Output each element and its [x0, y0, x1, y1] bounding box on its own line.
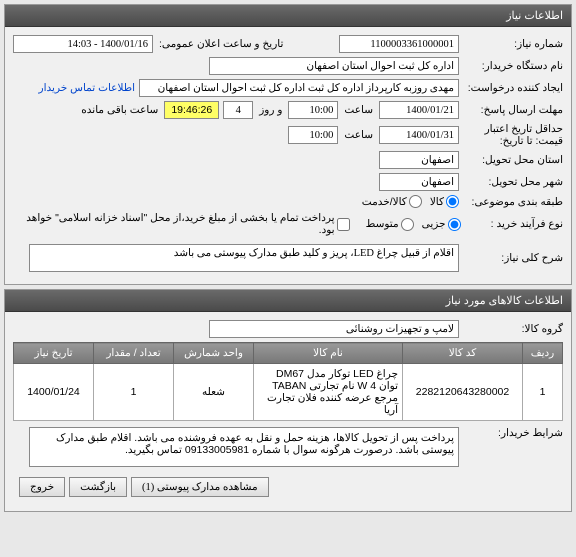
- radio-service[interactable]: کالا/خدمت: [362, 195, 422, 208]
- cell-code: 2282120643280002: [403, 364, 523, 421]
- th-unit: واحد شمارش: [174, 343, 254, 364]
- th-code: کد کالا: [403, 343, 523, 364]
- buyer-contact-link[interactable]: اطلاعات تماس خریدار: [39, 82, 135, 94]
- announce-label: تاریخ و ساعت اعلان عمومی:: [159, 38, 283, 50]
- radio-goods-input[interactable]: [446, 195, 459, 208]
- cell-qty: 1: [94, 364, 174, 421]
- budget-radio-group: کالا کالا/خدمت: [362, 195, 459, 208]
- th-name: نام کالا: [254, 343, 403, 364]
- buyer-terms-field[interactable]: پرداخت پس از تحویل کالاها، هزینه حمل و ن…: [29, 427, 459, 467]
- attachments-button[interactable]: مشاهده مدارک پیوستی (1): [131, 477, 269, 497]
- buttons-row: مشاهده مدارک پیوستی (1) بازگشت خروج: [13, 471, 563, 503]
- goods-group-label: گروه کالا:: [463, 323, 563, 335]
- city-label: شهر محل تحویل:: [463, 176, 563, 188]
- th-date: تاریخ نیاز: [14, 343, 94, 364]
- need-desc-field[interactable]: اقلام از قبیل چراغ LED، پریز و کلید طبق …: [29, 244, 459, 272]
- creator-field[interactable]: [139, 79, 459, 97]
- radio-service-input[interactable]: [409, 195, 422, 208]
- need-number-field[interactable]: [339, 35, 459, 53]
- radio-goods[interactable]: کالا: [430, 195, 459, 208]
- need-number-label: شماره نیاز:: [463, 38, 563, 50]
- info-panel: اطلاعات نیاز شماره نیاز: تاریخ و ساعت اع…: [4, 4, 572, 285]
- buyer-org-label: نام دستگاه خریدار:: [463, 60, 563, 72]
- payment-checkbox[interactable]: پرداخت تمام یا بخشی از مبلغ خرید،از محل …: [13, 212, 350, 236]
- city-field[interactable]: [379, 173, 459, 191]
- time-label-1: ساعت: [344, 104, 373, 116]
- cell-name: چراغ LED توکار مدل DM67 توان W 4 نام تجا…: [254, 364, 403, 421]
- radio-medium[interactable]: متوسط: [366, 218, 414, 231]
- deadline-label: مهلت ارسال پاسخ:: [463, 104, 563, 116]
- need-desc-label: شرح کلی نیاز:: [463, 252, 563, 264]
- credit-date[interactable]: [379, 126, 459, 144]
- time-label-2: ساعت: [344, 129, 373, 141]
- deadline-date[interactable]: [379, 101, 459, 119]
- deadline-time[interactable]: [288, 101, 338, 119]
- day-label: و روز: [259, 104, 282, 116]
- province-field[interactable]: [379, 151, 459, 169]
- buyer-terms-label: شرایط خریدار:: [463, 427, 563, 439]
- cell-num: 1: [523, 364, 563, 421]
- goods-group-field[interactable]: [209, 320, 459, 338]
- form-body: شماره نیاز: تاریخ و ساعت اعلان عمومی: نا…: [5, 27, 571, 284]
- goods-panel: اطلاعات کالاهای مورد نیاز گروه کالا: ردی…: [4, 289, 572, 512]
- th-qty: تعداد / مقدار: [94, 343, 174, 364]
- exit-button[interactable]: خروج: [19, 477, 65, 497]
- panel-header: اطلاعات نیاز: [5, 5, 571, 27]
- process-radio-group: جزیی متوسط: [366, 218, 461, 231]
- goods-body: گروه کالا: ردیف کد کالا نام کالا واحد شم…: [5, 312, 571, 511]
- province-label: استان محل تحویل:: [463, 154, 563, 166]
- goods-table: ردیف کد کالا نام کالا واحد شمارش تعداد /…: [13, 342, 563, 421]
- creator-label: ایجاد کننده درخواست:: [463, 82, 563, 94]
- radio-jari[interactable]: جزیی: [422, 218, 461, 231]
- budget-type-label: طبقه بندی موضوعی:: [463, 196, 563, 208]
- back-button[interactable]: بازگشت: [69, 477, 127, 497]
- cell-date: 1400/01/24: [14, 364, 94, 421]
- buyer-org-field[interactable]: [209, 57, 459, 75]
- goods-panel-header: اطلاعات کالاهای مورد نیاز: [5, 290, 571, 312]
- process-type-label: نوع فرآیند خرید :: [465, 218, 563, 230]
- th-num: ردیف: [523, 343, 563, 364]
- announce-field[interactable]: [13, 35, 153, 53]
- credit-deadline-label: حداقل تاریخ اعتبار قیمت: تا تاریخ:: [463, 123, 563, 147]
- radio-medium-input[interactable]: [401, 218, 414, 231]
- days-field[interactable]: [223, 101, 253, 119]
- remain-label: ساعت باقی مانده: [81, 104, 158, 116]
- payment-checkbox-input[interactable]: [337, 218, 350, 231]
- cell-unit: شعله: [174, 364, 254, 421]
- radio-jari-input[interactable]: [448, 218, 461, 231]
- table-header-row: ردیف کد کالا نام کالا واحد شمارش تعداد /…: [14, 343, 563, 364]
- countdown-box: 19:46:26: [164, 101, 219, 119]
- table-row[interactable]: 1 2282120643280002 چراغ LED توکار مدل DM…: [14, 364, 563, 421]
- credit-time[interactable]: [288, 126, 338, 144]
